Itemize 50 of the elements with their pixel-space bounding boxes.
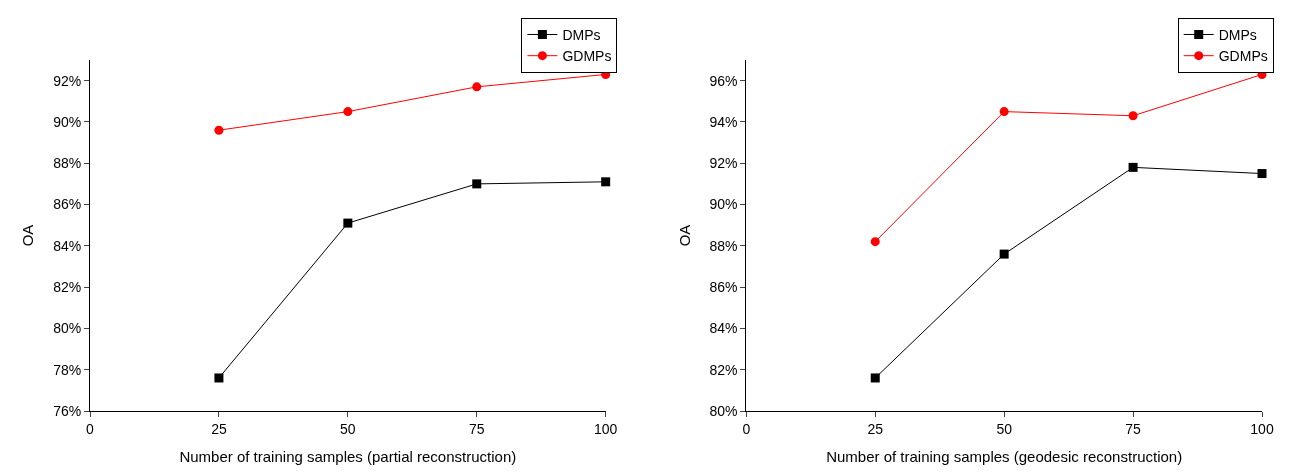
x-tick-label: 50 bbox=[996, 420, 1013, 437]
y-axis-title: OA bbox=[19, 224, 37, 247]
y-tick-label: 94% bbox=[709, 113, 738, 130]
y-tick-label: 92% bbox=[53, 72, 82, 89]
y-tick-label: 78% bbox=[53, 361, 82, 378]
y-tick-label: 80% bbox=[53, 320, 82, 337]
point bbox=[1128, 162, 1138, 172]
y-tick-label: 86% bbox=[53, 196, 82, 213]
point bbox=[214, 373, 224, 383]
y-tick-label: 90% bbox=[53, 113, 82, 130]
x-tick-label: 100 bbox=[1250, 420, 1274, 437]
x-tick-label: 50 bbox=[340, 420, 356, 437]
point bbox=[343, 107, 353, 117]
point bbox=[472, 82, 482, 92]
point bbox=[472, 179, 482, 189]
y-tick-label: 82% bbox=[709, 361, 738, 378]
y-tick-label: 86% bbox=[709, 279, 738, 296]
y-tick-label: 84% bbox=[709, 320, 738, 337]
y-tick-label: 80% bbox=[709, 402, 738, 419]
x-axis-title: Number of training samples (partial reconstruction) bbox=[179, 447, 517, 465]
point bbox=[999, 107, 1009, 117]
y-tick-label: 90% bbox=[709, 196, 738, 213]
point bbox=[601, 177, 611, 187]
point bbox=[870, 373, 880, 383]
y-tick-label: 96% bbox=[709, 72, 738, 89]
x-tick-label: 0 bbox=[86, 420, 95, 437]
x-tick-label: 25 bbox=[211, 420, 227, 437]
y-axis-title: OA bbox=[675, 224, 693, 247]
y-tick-label: 92% bbox=[709, 155, 738, 172]
point bbox=[1128, 111, 1138, 121]
y-tick-label: 88% bbox=[709, 237, 738, 254]
legend-label: DMPs bbox=[1218, 26, 1257, 43]
x-axis-title: Number of training samples (geodesic reconstruction) bbox=[826, 447, 1183, 465]
point bbox=[214, 125, 224, 135]
legend-label: DMPs bbox=[562, 26, 601, 43]
x-tick-label: 100 bbox=[594, 420, 618, 437]
legend-label: GDMPs bbox=[1218, 48, 1268, 65]
legend-label: GDMPs bbox=[562, 48, 612, 65]
x-tick-label: 0 bbox=[742, 420, 751, 437]
y-tick-label: 76% bbox=[53, 402, 82, 419]
point bbox=[999, 249, 1009, 259]
point bbox=[343, 218, 353, 228]
x-tick-label: 75 bbox=[468, 420, 485, 437]
x-tick-label: 25 bbox=[867, 420, 884, 437]
y-tick-label: 88% bbox=[53, 155, 82, 172]
y-tick-label: 82% bbox=[53, 279, 82, 296]
point bbox=[1257, 169, 1267, 179]
x-tick-label: 75 bbox=[1125, 420, 1142, 437]
point bbox=[870, 237, 880, 247]
y-tick-label: 84% bbox=[53, 237, 82, 254]
